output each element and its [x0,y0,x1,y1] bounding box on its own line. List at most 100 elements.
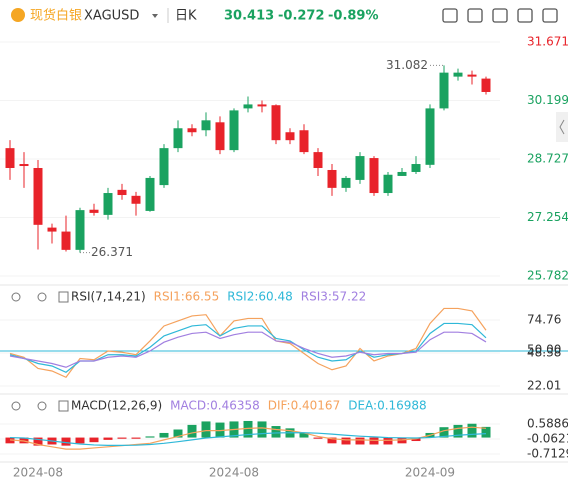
macd-bar [117,437,127,439]
y-tick-label: 0.58865 [527,417,568,431]
y-tick-label: 27.254 [527,210,568,224]
candle-body [243,104,253,109]
candle-body [75,210,85,250]
y-tick-label: -0.71294 [527,447,568,461]
y-tick-label: 28.727 [527,151,568,165]
candle-body [313,152,323,168]
macd-bar [481,426,491,438]
y-tick-label: -0.06215 [527,432,568,446]
candle-body [5,148,15,168]
macd-bar [369,437,379,445]
candle-body [229,110,239,151]
candle-body [467,74,477,77]
instrument-name[interactable]: 现货白银 [30,8,82,24]
legend-entry: RSI3:57.22 [301,290,367,304]
macd-bar [313,437,323,439]
legend-entry: RSI1:66.55 [154,290,220,304]
change-pct: -0.89% [328,9,379,24]
candle-body [271,105,281,141]
min-annotation: 26.371 [91,245,133,259]
macd-bar [145,436,155,438]
macd-bar [187,424,197,438]
candle-body [327,169,337,188]
price: 30.413 [224,9,274,24]
fullscreen-button[interactable] [542,8,558,23]
x-tick-label: 2024-08 [13,466,63,480]
legend-entry: DEA:0.16988 [348,399,427,413]
logo [11,8,25,22]
candle-body [257,104,267,107]
macd-bar [75,437,85,444]
macd-bar [159,432,169,438]
macd-bar [271,426,281,438]
macd-bar [89,437,99,443]
candle-body [215,122,225,151]
candle-body [383,174,393,194]
eye-icon[interactable] [11,401,21,411]
macd-bar [453,424,463,438]
candle-body [131,195,141,204]
macd-bar [61,437,71,446]
indicator-icon[interactable] [58,291,69,303]
candle-body [145,177,155,211]
draw-button[interactable] [467,8,483,23]
candle-body [159,148,169,186]
candle-body [117,189,127,196]
candle-body [19,164,29,167]
gear-icon[interactable] [37,401,47,411]
candle-body [187,128,197,133]
x-tick-label: 2024-09 [405,466,455,480]
indicator-title: MACD(12,26,9) [71,399,162,413]
candle-body [397,171,407,176]
macd-bar [103,437,113,440]
y-tick-label: 48.38 [527,346,561,360]
macd-bar [355,437,365,445]
candle-body [369,158,379,194]
compare-button[interactable] [492,8,508,23]
y-tick-label: 25.782 [527,269,568,283]
macd-bar [467,423,477,438]
legend-entry: MACD:0.46358 [170,399,260,413]
indicator-button[interactable] [442,8,458,23]
candle-body [47,227,57,232]
candle-body [299,130,309,153]
settings-button[interactable] [517,8,533,23]
period[interactable]: 日K [175,9,197,24]
macd-bar [257,421,267,438]
indicator-icon[interactable] [58,400,69,412]
legend-entry: DIF:0.40167 [268,399,340,413]
indicator-title: RSI(7,14,21) [71,290,146,304]
rsi-line [9,331,487,368]
macd-bar [243,420,253,438]
collapse-icon[interactable] [559,119,565,135]
reference-label: 50.00 [527,342,561,356]
candle-body [453,72,463,77]
macd-bar [341,437,351,445]
symbol[interactable]: XAGUSD [84,9,139,24]
macd-bar [131,437,141,439]
macd-bar [327,437,337,444]
candle-body [201,120,211,131]
macd-line [9,426,487,450]
candle-body [103,193,113,215]
macd-bar [201,421,211,438]
candle-body [425,108,435,165]
gear-icon[interactable] [37,292,47,302]
eye-icon[interactable] [11,292,21,302]
toolbar [0,0,568,30]
candle-body [173,128,183,149]
y-tick-label: 22.01 [527,379,561,393]
x-tick-label: 2024-08 [209,466,259,480]
dropdown-icon[interactable] [152,14,158,18]
candle-body [481,78,491,92]
scroll-handle[interactable] [556,112,568,142]
candle-body [439,72,449,109]
macd-bar [299,432,309,438]
y-tick-label: 31.671 [527,35,568,49]
candle-body [355,156,365,180]
candle-body [285,132,295,141]
macd-bar [439,427,449,438]
candle-body [61,231,71,250]
